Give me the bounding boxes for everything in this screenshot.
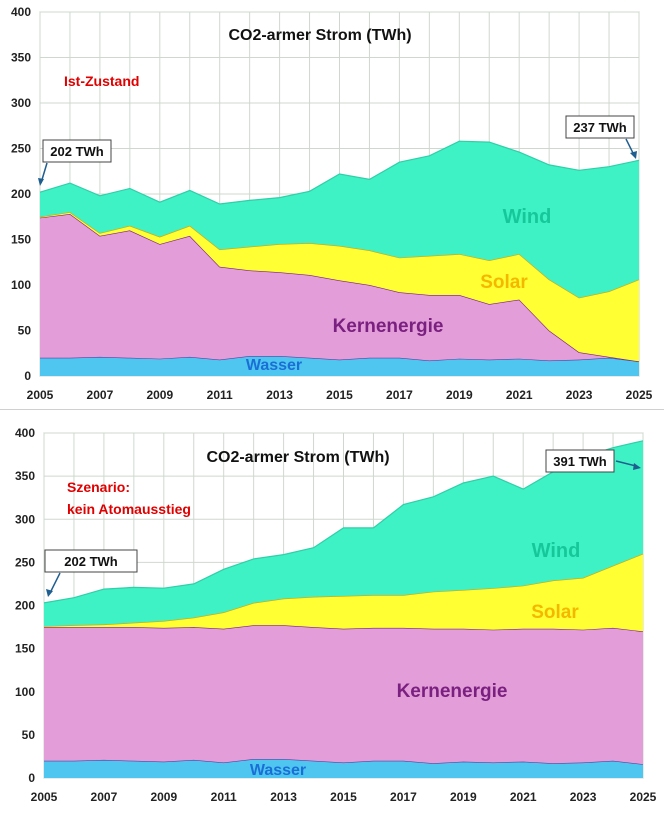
x-tick-label: 2009	[146, 388, 173, 402]
x-tick-label: 2015	[326, 388, 353, 402]
area-wasser	[40, 356, 639, 376]
y-tick-label: 150	[15, 642, 35, 656]
x-tick-label: 2021	[506, 388, 533, 402]
y-tick-label: 250	[15, 555, 35, 569]
kernenergie-label: Kernenergie	[333, 316, 444, 337]
y-tick-label: 150	[11, 233, 31, 247]
x-tick-label: 2005	[27, 388, 54, 402]
callout-202: 202 TWh	[38, 139, 112, 186]
chart-title: CO2-armer Strom (TWh)	[228, 27, 411, 44]
x-tick-label: 2019	[446, 388, 473, 402]
svg-text:391 TWh: 391 TWh	[553, 454, 607, 469]
area-solar	[44, 553, 643, 632]
chart-title: CO2-armer Strom (TWh)	[206, 449, 389, 466]
x-tick-label: 2011	[207, 388, 233, 402]
line-wind	[43, 440, 644, 604]
y-tick-label: 350	[11, 51, 31, 65]
x-tick-label: 2013	[266, 388, 293, 402]
area-wind	[44, 440, 643, 627]
area-kernenergie	[44, 625, 643, 765]
callout-391: 391 TWh	[545, 449, 641, 473]
area-wind	[40, 141, 639, 298]
x-tick-label: 2017	[390, 790, 417, 804]
y-tick-label: 50	[18, 324, 32, 338]
x-tick-label: 2017	[386, 388, 413, 402]
y-tick-label: 50	[22, 728, 36, 742]
svg-text:202 TWh: 202 TWh	[50, 144, 104, 159]
y-tick-label: 250	[11, 142, 31, 156]
y-axis: 0 50 100 150 200 250 300 350 400	[15, 426, 35, 785]
svg-text:237 TWh: 237 TWh	[573, 120, 627, 135]
y-tick-label: 0	[24, 369, 31, 383]
wasser-label: Wasser	[246, 357, 302, 374]
wind-label: Wind	[503, 206, 552, 228]
stacked-areas	[39, 140, 640, 376]
area-solar	[40, 212, 639, 362]
stacked-areas	[43, 440, 644, 778]
y-tick-label: 300	[15, 512, 35, 526]
area-wasser	[44, 759, 643, 778]
x-tick-label: 2021	[510, 790, 537, 804]
x-tick-label: 2023	[566, 388, 593, 402]
x-axis: 2005 2007 2009 2011 2013 2015 2017 2019 2021 2023…	[27, 388, 653, 402]
x-tick-label: 2007	[87, 388, 114, 402]
chart-szenario-kein-atomausstieg: 0 50 100 150 200 250 300 350 400 2005 2007 2009 201…	[15, 426, 657, 804]
y-tick-label: 0	[28, 771, 35, 785]
x-tick-label: 2025	[630, 790, 657, 804]
x-tick-label: 2007	[91, 790, 118, 804]
y-axis: 0 50 100 150 200 250 300 350 400	[11, 5, 31, 383]
chart-ist-zustand: 0 50 100 150 200 250 300 350 400 2005 2007 2009 201…	[11, 5, 653, 402]
x-tick-label: 2013	[270, 790, 297, 804]
x-tick-label: 2023	[570, 790, 597, 804]
y-tick-label: 100	[11, 278, 31, 292]
line-wind	[39, 140, 640, 205]
y-tick-label: 400	[11, 5, 31, 19]
scenario-note-2: kein Atomausstieg	[67, 501, 191, 517]
y-tick-label: 100	[15, 685, 35, 699]
scenario-note: Ist-Zustand	[64, 73, 139, 89]
wind-label: Wind	[532, 540, 581, 562]
solar-label: Solar	[480, 272, 528, 293]
y-tick-label: 200	[15, 599, 35, 613]
y-tick-label: 400	[15, 426, 35, 440]
x-tick-label: 2015	[330, 790, 357, 804]
x-axis: 2005 2007 2009 2011 2013 2015 2017 2019 2021 2023…	[31, 790, 657, 804]
svg-text:202 TWh: 202 TWh	[64, 554, 118, 569]
solar-label: Solar	[531, 602, 579, 623]
area-kernenergie	[40, 214, 639, 362]
x-tick-label: 2009	[150, 790, 177, 804]
y-tick-label: 350	[15, 469, 35, 483]
y-tick-label: 300	[11, 96, 31, 110]
callout-237: 237 TWh	[565, 115, 637, 159]
y-tick-label: 200	[11, 187, 31, 201]
x-tick-label: 2005	[31, 790, 58, 804]
x-tick-label: 2011	[211, 790, 237, 804]
x-tick-label: 2025	[626, 388, 653, 402]
x-tick-label: 2019	[450, 790, 477, 804]
scenario-note: Szenario:	[67, 479, 130, 495]
chart-panel-ist-zustand: 0 50 100 150 200 250 300 350 400 2005 2007 2009 201…	[0, 0, 664, 404]
wasser-label: Wasser	[250, 762, 306, 779]
chart-panel-szenario: 0 50 100 150 200 250 300 350 400 2005 2007 2009 201…	[0, 409, 664, 813]
kernenergie-label: Kernenergie	[397, 681, 508, 702]
callout-202: 202 TWh	[44, 549, 138, 597]
